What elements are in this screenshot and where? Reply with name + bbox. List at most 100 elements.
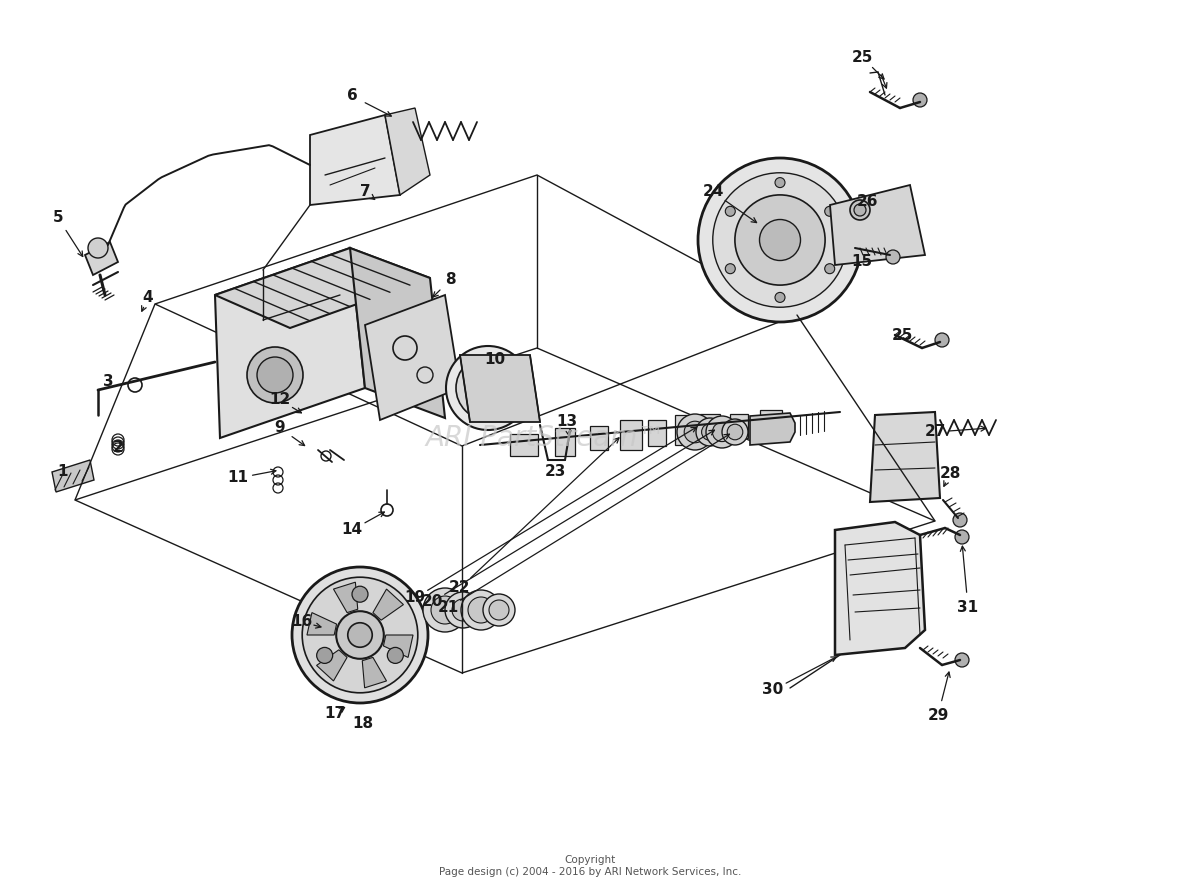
Circle shape [257, 357, 293, 393]
Circle shape [489, 600, 509, 620]
Circle shape [352, 586, 368, 602]
Circle shape [825, 263, 834, 273]
Polygon shape [334, 582, 358, 613]
Polygon shape [750, 413, 795, 445]
Bar [675, 415, 697, 445]
Circle shape [713, 422, 732, 442]
Bar [510, 434, 538, 456]
Polygon shape [215, 248, 365, 438]
Text: 27: 27 [924, 424, 945, 439]
Circle shape [696, 418, 725, 446]
Circle shape [775, 178, 785, 188]
Text: 3: 3 [103, 374, 113, 389]
Bar [730, 414, 748, 438]
Text: 26: 26 [857, 195, 879, 210]
Circle shape [348, 622, 372, 647]
Polygon shape [830, 185, 925, 265]
Circle shape [302, 577, 418, 693]
Text: 2: 2 [112, 439, 124, 455]
Text: 10: 10 [485, 353, 505, 368]
Text: 25: 25 [891, 329, 912, 344]
Circle shape [713, 172, 847, 307]
Text: 24: 24 [702, 185, 723, 199]
Circle shape [677, 414, 713, 450]
Text: 7: 7 [360, 185, 371, 199]
Circle shape [706, 416, 738, 448]
Circle shape [854, 204, 866, 216]
Circle shape [684, 421, 706, 443]
Text: 5: 5 [53, 211, 64, 226]
Circle shape [387, 647, 404, 663]
Polygon shape [307, 613, 336, 635]
Circle shape [452, 599, 474, 621]
Circle shape [825, 206, 834, 216]
Circle shape [722, 419, 748, 445]
Polygon shape [310, 115, 400, 205]
Polygon shape [460, 355, 540, 422]
Text: 4: 4 [143, 290, 153, 305]
Text: ARI PartStream™: ARI PartStream™ [425, 424, 666, 452]
Circle shape [913, 93, 927, 107]
Text: 6: 6 [347, 88, 358, 104]
Circle shape [953, 513, 966, 527]
Text: 12: 12 [269, 393, 290, 407]
Circle shape [955, 530, 969, 544]
Polygon shape [870, 412, 940, 502]
Text: 19: 19 [405, 590, 426, 605]
Polygon shape [316, 650, 347, 681]
Text: Copyright
Page design (c) 2004 - 2016 by ARI Network Services, Inc.: Copyright Page design (c) 2004 - 2016 by… [439, 855, 741, 877]
Text: 29: 29 [927, 707, 949, 722]
Circle shape [247, 347, 303, 403]
Circle shape [422, 588, 467, 632]
Circle shape [446, 346, 530, 430]
Text: 23: 23 [544, 464, 565, 480]
Text: 31: 31 [957, 599, 978, 614]
Polygon shape [362, 657, 387, 688]
Text: 11: 11 [228, 471, 249, 486]
Text: 15: 15 [852, 255, 872, 270]
Circle shape [775, 292, 785, 303]
Circle shape [850, 200, 870, 220]
Text: 28: 28 [939, 466, 961, 481]
Circle shape [445, 592, 481, 628]
Circle shape [461, 590, 501, 630]
Text: 13: 13 [557, 414, 577, 430]
Bar [555, 428, 575, 456]
Circle shape [955, 653, 969, 667]
Polygon shape [385, 108, 430, 195]
Text: 22: 22 [450, 580, 471, 596]
Circle shape [726, 206, 735, 216]
Circle shape [726, 263, 735, 273]
Text: 17: 17 [324, 706, 346, 722]
Bar [760, 410, 782, 438]
Polygon shape [215, 248, 430, 328]
Bar [590, 426, 608, 450]
Circle shape [291, 567, 428, 703]
Circle shape [735, 195, 825, 285]
Text: 8: 8 [445, 272, 455, 288]
Bar [648, 420, 666, 446]
Circle shape [336, 611, 384, 659]
Text: 14: 14 [341, 522, 362, 538]
Circle shape [727, 424, 742, 439]
Text: 16: 16 [291, 614, 313, 630]
Polygon shape [85, 242, 118, 275]
Circle shape [699, 158, 863, 322]
Text: 9: 9 [275, 421, 286, 436]
Polygon shape [52, 460, 94, 492]
Polygon shape [373, 589, 404, 620]
Circle shape [702, 423, 719, 440]
Polygon shape [835, 522, 925, 655]
Circle shape [886, 250, 900, 264]
Text: 21: 21 [438, 600, 459, 615]
Text: 20: 20 [421, 595, 442, 610]
Text: 1: 1 [58, 464, 68, 480]
Circle shape [468, 597, 494, 623]
Text: 18: 18 [353, 715, 374, 730]
Polygon shape [350, 248, 445, 418]
Bar [620, 420, 642, 450]
Polygon shape [384, 635, 413, 657]
Circle shape [935, 333, 949, 347]
Polygon shape [365, 295, 460, 420]
Circle shape [431, 596, 459, 624]
